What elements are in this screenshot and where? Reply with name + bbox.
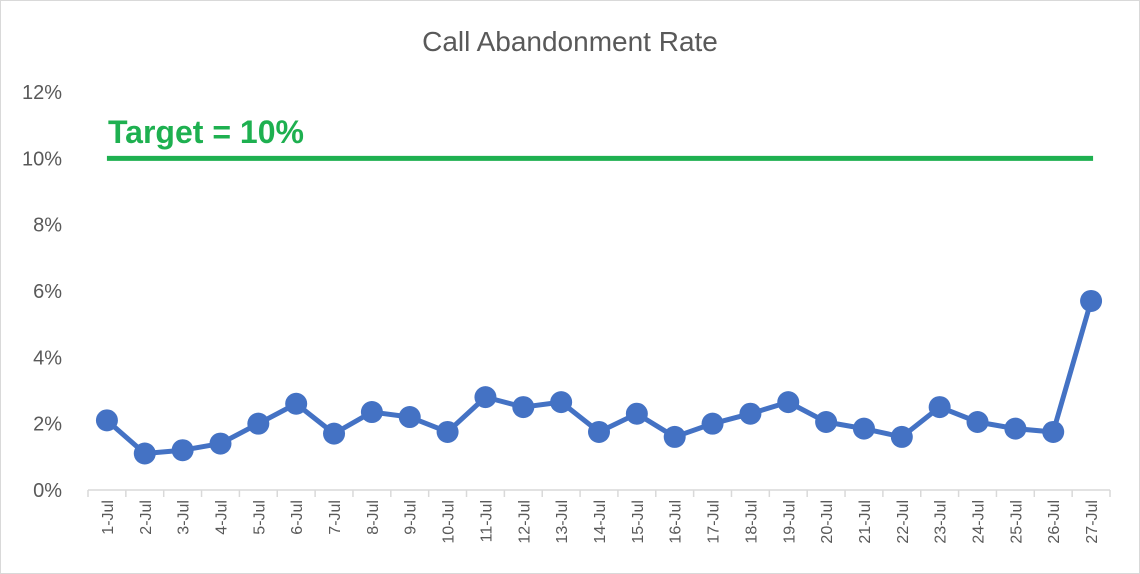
x-tick-label: 13-Jul	[554, 500, 571, 544]
data-point	[209, 432, 232, 455]
y-tick-label: 2%	[33, 414, 62, 436]
x-tick-label: 26-Jul	[1046, 500, 1063, 544]
x-tick-label: 16-Jul	[668, 500, 685, 544]
data-point	[474, 386, 497, 409]
x-tick-label: 20-Jul	[819, 500, 836, 544]
data-point	[95, 409, 118, 432]
x-tick-label: 6-Jul	[289, 500, 306, 535]
x-tick-label: 22-Jul	[895, 500, 912, 544]
y-tick-label: 4%	[33, 347, 62, 369]
y-tick-label: 12%	[22, 82, 62, 104]
x-tick-label: 9-Jul	[403, 500, 420, 535]
data-point	[739, 402, 762, 425]
data-point	[966, 411, 989, 434]
x-tick-label: 19-Jul	[781, 500, 798, 544]
data-point	[436, 420, 459, 443]
data-point	[588, 420, 610, 443]
x-tick-label: 27-Jul	[1084, 500, 1101, 544]
x-tick-label: 7-Jul	[327, 500, 344, 535]
data-point	[1080, 289, 1103, 312]
x-tick-label: 2-Jul	[138, 500, 155, 535]
data-point	[1042, 420, 1065, 443]
y-tick-label: 0%	[33, 480, 62, 502]
data-point	[398, 406, 421, 429]
x-tick-label: 23-Jul	[933, 500, 950, 544]
x-tick-label: 18-Jul	[743, 500, 760, 544]
y-tick-label: 6%	[33, 281, 62, 303]
chart-title: Call Abandonment Rate	[422, 26, 718, 57]
y-tick-label: 10%	[22, 148, 62, 170]
data-point	[247, 412, 270, 435]
data-point	[171, 439, 194, 462]
data-point	[133, 442, 156, 465]
data-point	[928, 396, 951, 419]
data-point	[360, 401, 383, 424]
data-point	[852, 417, 875, 440]
x-tick-label: 5-Jul	[251, 500, 268, 535]
x-tick-label: 24-Jul	[971, 500, 988, 544]
data-points	[95, 289, 1103, 465]
target-label: Target = 10%	[108, 114, 304, 150]
data-point	[663, 425, 686, 448]
x-tick-label: 25-Jul	[1008, 500, 1025, 544]
data-point	[512, 396, 535, 419]
x-tick-label: 8-Jul	[365, 500, 382, 535]
y-tick-label: 8%	[33, 215, 62, 237]
x-tick-label: 3-Jul	[176, 500, 193, 535]
data-point	[815, 411, 838, 434]
data-point	[550, 391, 573, 414]
data-point	[625, 402, 648, 425]
x-tick-label: 11-Jul	[478, 500, 495, 542]
x-tick-label: 12-Jul	[516, 500, 533, 544]
data-point	[890, 425, 913, 448]
data-point	[285, 392, 308, 415]
data-point	[777, 391, 800, 414]
x-tick-label: 1-Jul	[100, 500, 117, 535]
x-tick-label: 15-Jul	[630, 500, 647, 544]
data-point	[701, 412, 724, 435]
x-tick-label: 14-Jul	[592, 500, 609, 544]
y-axis-ticks: 0% 2% 4% 6% 8% 10% 12%	[22, 82, 62, 502]
data-point	[1004, 417, 1027, 440]
x-axis-ticks: 1-Jul 2-Jul 3-Jul 4-Jul 5-Jul 6-Jul 7-Jul 8-Jul…	[87, 490, 1111, 544]
x-tick-label: 4-Jul	[213, 500, 230, 535]
x-tick-label: 17-Jul	[706, 500, 723, 544]
x-tick-label: 10-Jul	[441, 500, 458, 544]
data-point	[323, 422, 346, 445]
x-tick-label: 21-Jul	[857, 500, 874, 544]
